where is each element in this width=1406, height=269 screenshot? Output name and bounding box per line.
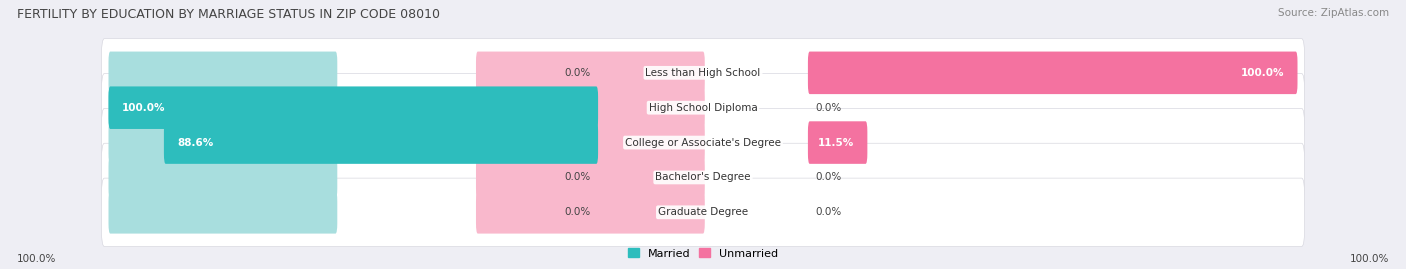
FancyBboxPatch shape	[477, 156, 704, 199]
FancyBboxPatch shape	[108, 191, 337, 233]
FancyBboxPatch shape	[108, 121, 337, 164]
Text: 100.0%: 100.0%	[17, 254, 56, 264]
FancyBboxPatch shape	[477, 121, 704, 164]
FancyBboxPatch shape	[101, 143, 1305, 212]
Text: 11.5%: 11.5%	[817, 137, 853, 148]
FancyBboxPatch shape	[108, 86, 337, 129]
Text: 88.6%: 88.6%	[177, 137, 214, 148]
Text: 0.0%: 0.0%	[564, 172, 591, 182]
Text: FERTILITY BY EDUCATION BY MARRIAGE STATUS IN ZIP CODE 08010: FERTILITY BY EDUCATION BY MARRIAGE STATU…	[17, 8, 440, 21]
Text: 0.0%: 0.0%	[564, 207, 591, 217]
FancyBboxPatch shape	[477, 191, 704, 233]
FancyBboxPatch shape	[808, 52, 1298, 94]
Text: College or Associate's Degree: College or Associate's Degree	[626, 137, 780, 148]
FancyBboxPatch shape	[477, 52, 704, 94]
Text: 0.0%: 0.0%	[564, 68, 591, 78]
Text: 0.0%: 0.0%	[815, 207, 842, 217]
FancyBboxPatch shape	[101, 108, 1305, 177]
FancyBboxPatch shape	[108, 52, 337, 94]
FancyBboxPatch shape	[108, 156, 337, 199]
FancyBboxPatch shape	[165, 121, 598, 164]
Text: 100.0%: 100.0%	[122, 103, 166, 113]
Text: Bachelor's Degree: Bachelor's Degree	[655, 172, 751, 182]
FancyBboxPatch shape	[101, 73, 1305, 142]
FancyBboxPatch shape	[101, 178, 1305, 246]
Text: 0.0%: 0.0%	[815, 172, 842, 182]
Text: 100.0%: 100.0%	[1350, 254, 1389, 264]
Text: Graduate Degree: Graduate Degree	[658, 207, 748, 217]
Text: 0.0%: 0.0%	[815, 103, 842, 113]
Legend: Married, Unmarried: Married, Unmarried	[626, 246, 780, 261]
FancyBboxPatch shape	[108, 86, 598, 129]
Text: 100.0%: 100.0%	[1240, 68, 1284, 78]
Text: Less than High School: Less than High School	[645, 68, 761, 78]
FancyBboxPatch shape	[808, 121, 868, 164]
Text: Source: ZipAtlas.com: Source: ZipAtlas.com	[1278, 8, 1389, 18]
FancyBboxPatch shape	[101, 39, 1305, 107]
Text: High School Diploma: High School Diploma	[648, 103, 758, 113]
FancyBboxPatch shape	[477, 86, 704, 129]
